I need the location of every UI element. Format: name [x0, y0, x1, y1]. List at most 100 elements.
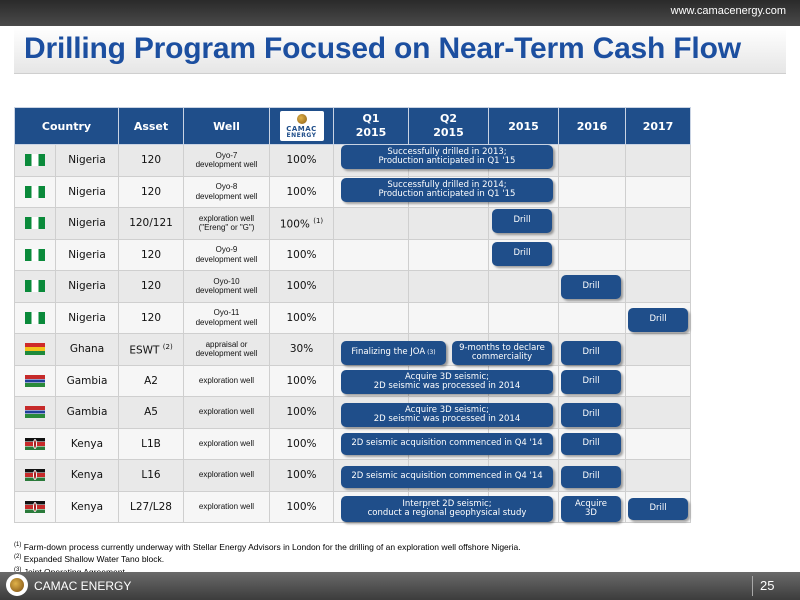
- asset-value: A2: [144, 374, 158, 387]
- well-cell: exploration well: [183, 396, 270, 429]
- table-row: Nigeria 120/121 exploration well ("Ereng…: [14, 207, 691, 240]
- asset-value: 120: [140, 280, 162, 293]
- website-url: www.camacenergy.com: [670, 5, 786, 17]
- column-header-q2-2015: Q2 2015: [408, 107, 489, 145]
- kenya-flag-icon: [25, 500, 45, 513]
- flag-cell: [14, 175, 56, 208]
- asset-cell: 120: [118, 175, 184, 208]
- column-header-country: Country: [14, 107, 119, 145]
- interest-value: 100%: [286, 185, 317, 198]
- timeline-bar-drill: Drill: [561, 370, 621, 394]
- well-cell: Oyo-10 development well: [183, 270, 270, 303]
- flag-cell: [14, 144, 56, 177]
- asset-cell: L16: [118, 459, 184, 492]
- gambia-flag-icon: [25, 374, 45, 387]
- timeline-bar-acquire-3d: Acquire 3D: [561, 496, 621, 522]
- asset-value: 120: [140, 311, 162, 324]
- footnote-text: Expanded Shallow Water Tano block.: [23, 554, 165, 565]
- well-cell: Oyo-9 development well: [183, 238, 270, 271]
- asset-value: 120: [140, 185, 162, 198]
- bar-label: Finalizing the JOA: [351, 347, 426, 358]
- well-cell: Oyo-7 development well: [183, 144, 270, 177]
- asset-cell: 120: [118, 144, 184, 177]
- interest-value: 30%: [289, 343, 314, 356]
- nigeria-flag-icon: [25, 217, 45, 230]
- asset-value: 120/121: [129, 217, 173, 230]
- column-header-2017: 2017: [625, 107, 691, 145]
- asset-value: 120: [140, 154, 162, 167]
- country-cell: Nigeria: [55, 175, 119, 208]
- well-cell: exploration well ("Ereng" or "G"): [183, 207, 270, 240]
- footnote: (3) Joint Operating Agreement.: [14, 565, 521, 577]
- table-header-row: Country Asset Well CAMAC ENERGY Q1 2015 …: [14, 107, 691, 145]
- asset-cell: A2: [118, 364, 184, 397]
- country-cell: Kenya: [55, 490, 119, 523]
- interest-cell: 100%: [269, 270, 334, 303]
- timeline-bar-drill: Drill: [561, 433, 621, 455]
- interest-cell: 100%: [269, 364, 334, 397]
- timeline-bar-drill: Drill: [561, 466, 621, 488]
- country-cell: Kenya: [55, 427, 119, 460]
- well-cell: Oyo-8 development well: [183, 175, 270, 208]
- interest-value: 100%: [279, 218, 310, 230]
- flag-cell: [14, 490, 56, 523]
- interest-cell: 100%: [269, 396, 334, 429]
- flag-cell: [14, 459, 56, 492]
- interest-value: 100%: [286, 469, 317, 482]
- interest-value: 100%: [286, 154, 317, 167]
- timeline-bar-declare-commerciality: 9-months to declare commerciality: [452, 341, 552, 365]
- interest-cell: 100%: [269, 301, 334, 334]
- flag-cell: [14, 427, 56, 460]
- timeline-bar-interpret-2d-seismic: Interpret 2D seismic; conduct a regional…: [341, 496, 553, 522]
- well-cell: exploration well: [183, 364, 270, 397]
- flag-cell: [14, 238, 56, 271]
- flag-cell: [14, 301, 56, 334]
- flag-cell: [14, 270, 56, 303]
- interest-cell: 100%: [269, 427, 334, 460]
- interest-value: 100%: [286, 311, 317, 324]
- table-row: Nigeria 120 Oyo-11 development well 100%: [14, 301, 691, 334]
- kenya-flag-icon: [25, 437, 45, 450]
- well-cell: exploration well: [183, 427, 270, 460]
- timeline-bar-drill: Drill: [561, 275, 621, 299]
- camac-logo-mark-icon: [296, 114, 307, 124]
- country-cell: Nigeria: [55, 301, 119, 334]
- country-cell: Ghana: [55, 333, 119, 366]
- timeline-bar-drill: Drill: [628, 308, 688, 332]
- asset-value: L16: [141, 469, 161, 482]
- ghana-flag-icon: [25, 343, 45, 356]
- footnote-mark: (1): [14, 542, 22, 548]
- nigeria-flag-icon: [25, 280, 45, 293]
- asset-value: 120: [140, 248, 162, 261]
- flag-cell: [14, 207, 56, 240]
- flag-cell: [14, 396, 56, 429]
- camac-logo-text-line2: ENERGY: [286, 132, 317, 139]
- interest-value: 100%: [286, 500, 317, 513]
- interest-cell: 100%: [269, 238, 334, 271]
- country-cell: Gambia: [55, 364, 119, 397]
- column-header-2016: 2016: [558, 107, 626, 145]
- interest-value: 100%: [286, 406, 317, 419]
- footnote-text: Joint Operating Agreement.: [24, 566, 127, 576]
- timeline-bar-acquire-3d-seismic: Acquire 3D seismic; 2D seismic was proce…: [341, 370, 553, 394]
- asset-cell: L27/L28: [118, 490, 184, 523]
- column-header-asset: Asset: [118, 107, 184, 145]
- interest-cell: 100% (1): [269, 207, 334, 240]
- footer-bar: CAMAC ENERGY 25: [0, 572, 800, 600]
- interest-cell: 100%: [269, 459, 334, 492]
- top-bar: www.camacenergy.com: [0, 0, 800, 26]
- nigeria-flag-icon: [25, 185, 45, 198]
- company-name: CAMAC ENERGY: [34, 579, 132, 593]
- interest-cell: 100%: [269, 144, 334, 177]
- asset-value: A5: [144, 406, 158, 419]
- country-cell: Nigeria: [55, 144, 119, 177]
- asset-cell: ESWT (2): [118, 333, 184, 366]
- country-cell: Nigeria: [55, 207, 119, 240]
- asset-value: ESWT: [129, 344, 160, 356]
- footnote-ref: (2): [162, 342, 173, 351]
- gambia-flag-icon: [25, 406, 45, 419]
- timeline-bar-finalizing-joa: Finalizing the JOA (3): [341, 341, 446, 365]
- footnote-mark: (2): [14, 554, 22, 561]
- well-cell: appraisal or development well: [183, 333, 270, 366]
- kenya-flag-icon: [25, 469, 45, 482]
